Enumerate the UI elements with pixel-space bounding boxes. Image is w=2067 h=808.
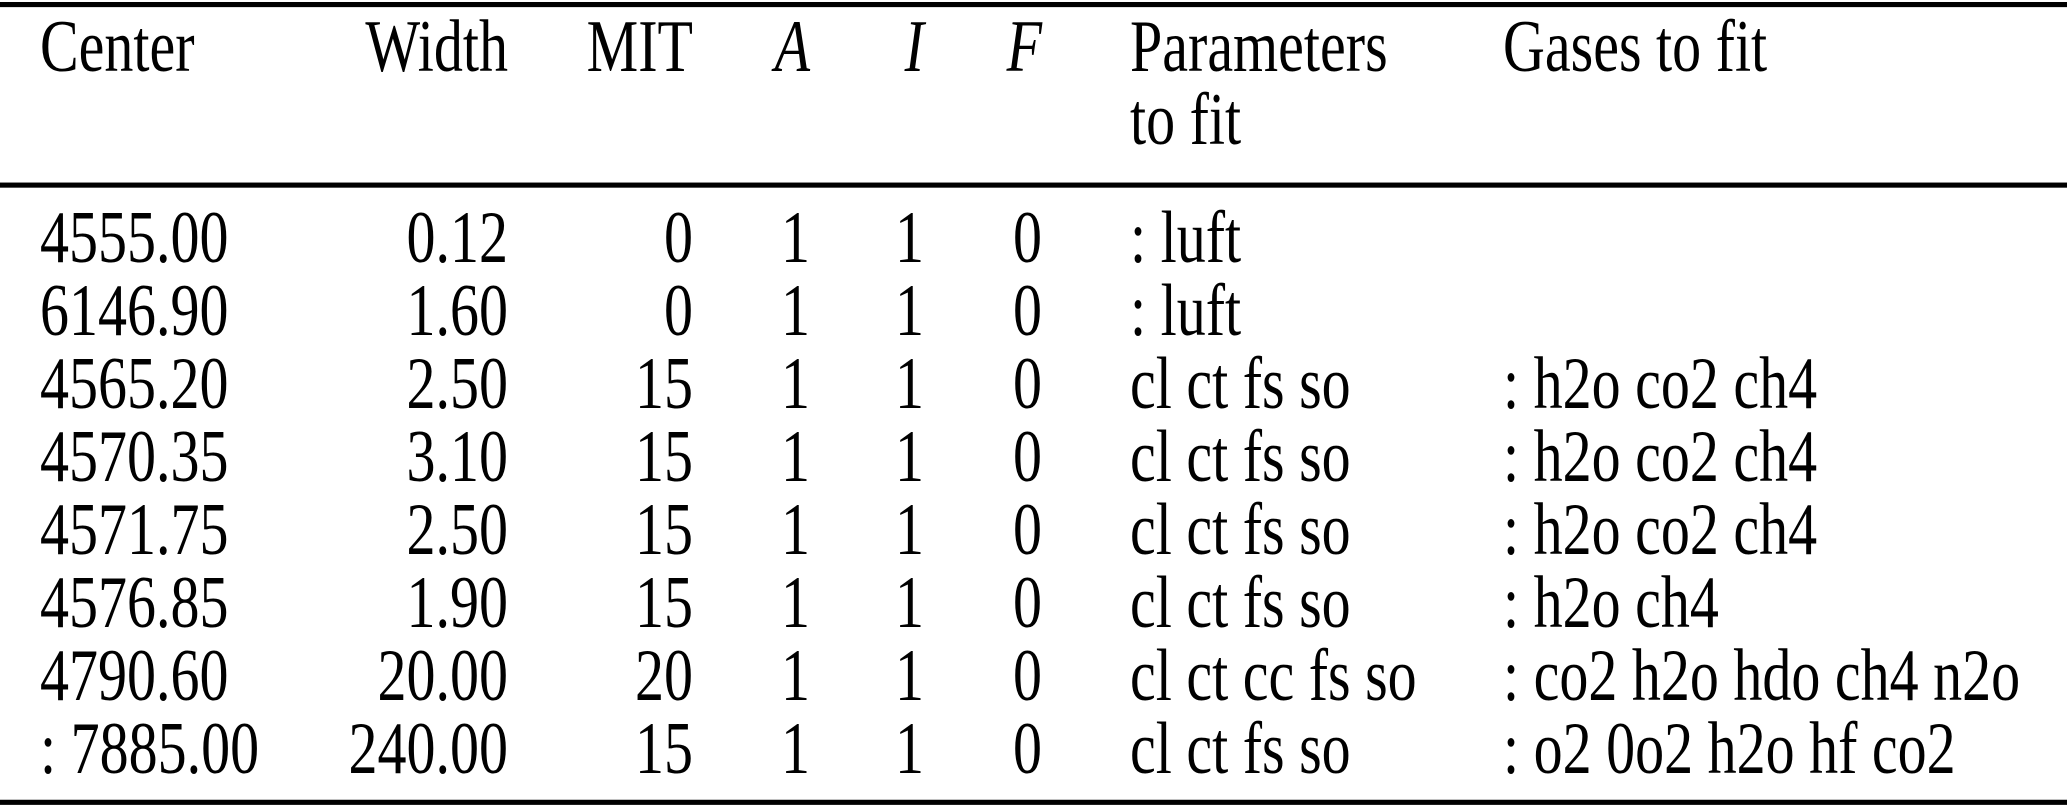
- table-header: Center Width MIT A I F Parameters to fit…: [0, 5, 2067, 186]
- cell-gases: : o2 0o2 h2o hf co2: [1503, 706, 1956, 790]
- header-a: A: [774, 4, 810, 88]
- header-parameters: Parameters to fit: [1042, 5, 1503, 186]
- cell-i: 1: [895, 414, 924, 498]
- cell-center: 4571.75: [40, 487, 229, 571]
- cell-f: 0: [1013, 633, 1042, 717]
- header-f: F: [1006, 4, 1042, 88]
- header-parameters-line2: to fit: [1130, 77, 1242, 161]
- cell-parameters: : luft: [1130, 195, 1242, 279]
- table-row: 4571.75 2.50 15 1 1 0 cl ct fs so : h2o …: [0, 487, 2067, 571]
- cell-width: 3.10: [406, 414, 509, 498]
- cell-center: 4790.60: [40, 633, 229, 717]
- cell-parameters: cl ct fs so: [1130, 560, 1351, 644]
- cell-center: 4576.85: [40, 560, 229, 644]
- table-row: 4555.00 0.12 0 1 1 0 : luft: [0, 185, 2067, 279]
- cell-mit: 15: [635, 341, 693, 425]
- cell-i: 1: [895, 633, 924, 717]
- table-row: 6146.90 1.60 0 1 1 0 : luft: [0, 268, 2067, 352]
- cell-width: 20.00: [377, 633, 509, 717]
- cell-width: 240.00: [348, 706, 509, 790]
- cell-a: 1: [781, 268, 810, 352]
- cell-parameters: cl ct fs so: [1130, 487, 1351, 571]
- cell-i: 1: [895, 341, 924, 425]
- header-parameters-line1: Parameters: [1130, 4, 1388, 88]
- cell-mit: 15: [635, 706, 693, 790]
- cell-i: 1: [895, 195, 924, 279]
- cell-gases: [1503, 185, 2067, 273]
- cell-mit: 15: [635, 414, 693, 498]
- cell-a: 1: [781, 560, 810, 644]
- cell-f: 0: [1013, 414, 1042, 498]
- cell-i: 1: [895, 706, 924, 790]
- header-mit: MIT: [586, 4, 693, 88]
- cell-width: 1.60: [406, 268, 509, 352]
- cell-a: 1: [781, 706, 810, 790]
- cell-width: 2.50: [406, 487, 509, 571]
- cell-center: 4565.20: [40, 341, 229, 425]
- table-row: 4790.60 20.00 20 1 1 0 cl ct cc fs so : …: [0, 633, 2067, 717]
- cell-i: 1: [895, 268, 924, 352]
- cell-parameters: cl ct cc fs so: [1130, 633, 1417, 717]
- cell-mit: 15: [635, 560, 693, 644]
- header-i: I: [904, 4, 924, 88]
- cell-mit: 15: [635, 487, 693, 571]
- header-gases: Gases to fit: [1503, 4, 1768, 88]
- cell-i: 1: [895, 487, 924, 571]
- cell-f: 0: [1013, 268, 1042, 352]
- table-row: 4576.85 1.90 15 1 1 0 cl ct fs so : h2o …: [0, 560, 2067, 644]
- cell-a: 1: [781, 414, 810, 498]
- cell-gases: : h2o co2 ch4: [1503, 414, 1818, 498]
- cell-mit: 0: [664, 268, 693, 352]
- cell-a: 1: [781, 195, 810, 279]
- header-width: Width: [365, 4, 508, 88]
- table-body: 4555.00 0.12 0 1 1 0 : luft 6146.90 1.60…: [0, 185, 2067, 802]
- cell-parameters: cl ct fs so: [1130, 414, 1351, 498]
- cell-gases: : h2o co2 ch4: [1503, 341, 1818, 425]
- cell-parameters: cl ct fs so: [1130, 706, 1351, 790]
- cell-center: 6146.90: [40, 268, 229, 352]
- cell-width: 2.50: [406, 341, 509, 425]
- table-row: 4570.35 3.10 15 1 1 0 cl ct fs so : h2o …: [0, 414, 2067, 498]
- cell-a: 1: [781, 487, 810, 571]
- header-center: Center: [40, 4, 195, 88]
- cell-mit: 20: [635, 633, 693, 717]
- cell-gases: : co2 h2o hdo ch4 n2o: [1503, 633, 2021, 717]
- cell-f: 0: [1013, 341, 1042, 425]
- cell-f: 0: [1013, 195, 1042, 279]
- cell-gases: : h2o co2 ch4: [1503, 487, 1818, 571]
- cell-parameters: cl ct fs so: [1130, 341, 1351, 425]
- table-row: 4565.20 2.50 15 1 1 0 cl ct fs so : h2o …: [0, 341, 2067, 425]
- cell-gases: [1503, 273, 2067, 346]
- cell-f: 0: [1013, 706, 1042, 790]
- cell-gases: : h2o ch4: [1503, 560, 1719, 644]
- cell-f: 0: [1013, 487, 1042, 571]
- cell-i: 1: [895, 560, 924, 644]
- cell-width: 0.12: [406, 195, 509, 279]
- cell-parameters: : luft: [1130, 268, 1242, 352]
- cell-mit: 0: [664, 195, 693, 279]
- cell-center: 4555.00: [40, 195, 229, 279]
- cell-a: 1: [781, 341, 810, 425]
- cell-width: 1.90: [406, 560, 509, 644]
- cell-center: 4570.35: [40, 414, 229, 498]
- header-row: Center Width MIT A I F Parameters to fit…: [0, 5, 2067, 186]
- table-row: : 7885.00 240.00 15 1 1 0 cl ct fs so : …: [0, 711, 2067, 802]
- cell-a: 1: [781, 633, 810, 717]
- cell-center: : 7885.00: [40, 706, 260, 790]
- cell-f: 0: [1013, 560, 1042, 644]
